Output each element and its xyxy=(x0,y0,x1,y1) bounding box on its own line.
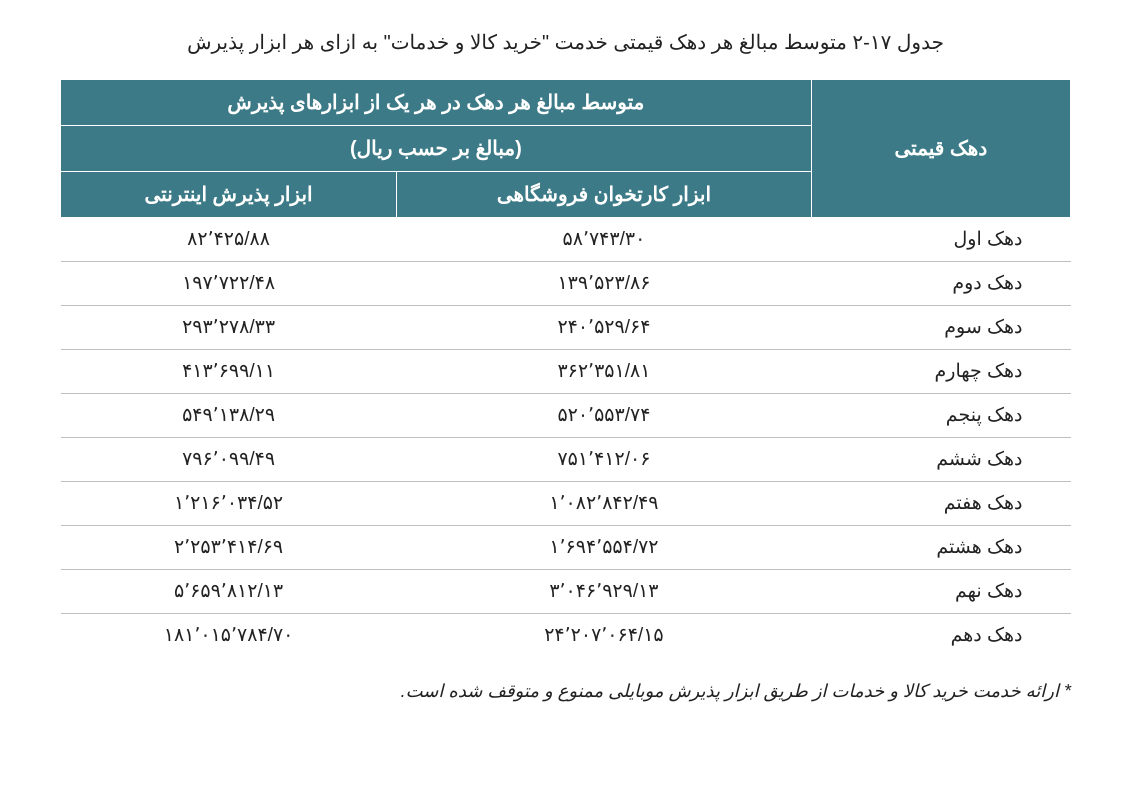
col-header-pos: ابزار کارتخوان فروشگاهی xyxy=(397,172,812,218)
cell-internet: ۲٬۲۵۳٬۴۱۴/۶۹ xyxy=(61,526,397,570)
table-body: دهک اول۵۸٬۷۴۳/۳۰۸۲٬۴۲۵/۸۸ دهک دوم۱۳۹٬۵۲۳… xyxy=(61,218,1071,658)
cell-internet: ۵۴۹٬۱۳۸/۲۹ xyxy=(61,394,397,438)
table-row: دهک سوم۲۴۰٬۵۲۹/۶۴۲۹۳٬۲۷۸/۳۳ xyxy=(61,306,1071,350)
table-row: دهک نهم۳٬۰۴۶٬۹۲۹/۱۳۵٬۶۵۹٬۸۱۲/۱۳ xyxy=(61,570,1071,614)
cell-internet: ۵٬۶۵۹٬۸۱۲/۱۳ xyxy=(61,570,397,614)
footnote: * ارائه خدمت خرید کالا و خدمات از طریق ا… xyxy=(60,681,1071,702)
cell-internet: ۸۲٬۴۲۵/۸۸ xyxy=(61,218,397,262)
col-header-internet: ابزار پذیرش اینترنتی xyxy=(61,172,397,218)
cell-decile: دهک نهم xyxy=(811,570,1070,614)
cell-pos: ۳۶۲٬۳۵۱/۸۱ xyxy=(397,350,812,394)
cell-decile: دهک چهارم xyxy=(811,350,1070,394)
cell-decile: دهک ششم xyxy=(811,438,1070,482)
table-title: جدول ۱۷-۲ متوسط مبالغ هر دهک قیمتی خدمت … xyxy=(60,30,1071,55)
cell-internet: ۴۱۳٬۶۹۹/۱۱ xyxy=(61,350,397,394)
cell-pos: ۱٬۶۹۴٬۵۵۴/۷۲ xyxy=(397,526,812,570)
cell-pos: ۳٬۰۴۶٬۹۲۹/۱۳ xyxy=(397,570,812,614)
cell-internet: ۲۹۳٬۲۷۸/۳۳ xyxy=(61,306,397,350)
col-header-decile: دهک قیمتی xyxy=(811,80,1070,218)
table-row: دهک دوم۱۳۹٬۵۲۳/۸۶۱۹۷٬۷۲۲/۴۸ xyxy=(61,262,1071,306)
cell-decile: دهک هشتم xyxy=(811,526,1070,570)
cell-pos: ۱٬۰۸۲٬۸۴۲/۴۹ xyxy=(397,482,812,526)
cell-decile: دهک سوم xyxy=(811,306,1070,350)
table-row: دهک هفتم۱٬۰۸۲٬۸۴۲/۴۹۱٬۲۱۶٬۰۳۴/۵۲ xyxy=(61,482,1071,526)
cell-internet: ۱۹۷٬۷۲۲/۴۸ xyxy=(61,262,397,306)
table-row: دهک دهم۲۴٬۲۰۷٬۰۶۴/۱۵۱۸۱٬۰۱۵٬۷۸۴/۷۰ xyxy=(61,614,1071,658)
table-row: دهک هشتم۱٬۶۹۴٬۵۵۴/۷۲۲٬۲۵۳٬۴۱۴/۶۹ xyxy=(61,526,1071,570)
cell-decile: دهک اول xyxy=(811,218,1070,262)
cell-pos: ۵۲۰٬۵۵۳/۷۴ xyxy=(397,394,812,438)
cell-decile: دهک هفتم xyxy=(811,482,1070,526)
cell-decile: دهک دوم xyxy=(811,262,1070,306)
cell-internet: ۷۹۶٬۰۹۹/۴۹ xyxy=(61,438,397,482)
cell-pos: ۱۳۹٬۵۲۳/۸۶ xyxy=(397,262,812,306)
cell-internet: ۱٬۲۱۶٬۰۳۴/۵۲ xyxy=(61,482,397,526)
table-row: دهک ششم۷۵۱٬۴۱۲/۰۶۷۹۶٬۰۹۹/۴۹ xyxy=(61,438,1071,482)
cell-pos: ۷۵۱٬۴۱۲/۰۶ xyxy=(397,438,812,482)
cell-pos: ۲۴۰٬۵۲۹/۶۴ xyxy=(397,306,812,350)
decile-table: دهک قیمتی متوسط مبالغ هر دهک در هر یک از… xyxy=(60,79,1071,657)
col-header-group-sub: (مبالغ بر حسب ریال) xyxy=(61,126,812,172)
cell-pos: ۵۸٬۷۴۳/۳۰ xyxy=(397,218,812,262)
cell-internet: ۱۸۱٬۰۱۵٬۷۸۴/۷۰ xyxy=(61,614,397,658)
table-row: دهک پنجم۵۲۰٬۵۵۳/۷۴۵۴۹٬۱۳۸/۲۹ xyxy=(61,394,1071,438)
table-row: دهک چهارم۳۶۲٬۳۵۱/۸۱۴۱۳٬۶۹۹/۱۱ xyxy=(61,350,1071,394)
cell-decile: دهک پنجم xyxy=(811,394,1070,438)
cell-decile: دهک دهم xyxy=(811,614,1070,658)
cell-pos: ۲۴٬۲۰۷٬۰۶۴/۱۵ xyxy=(397,614,812,658)
table-row: دهک اول۵۸٬۷۴۳/۳۰۸۲٬۴۲۵/۸۸ xyxy=(61,218,1071,262)
col-header-group-top: متوسط مبالغ هر دهک در هر یک از ابزارهای … xyxy=(61,80,812,126)
